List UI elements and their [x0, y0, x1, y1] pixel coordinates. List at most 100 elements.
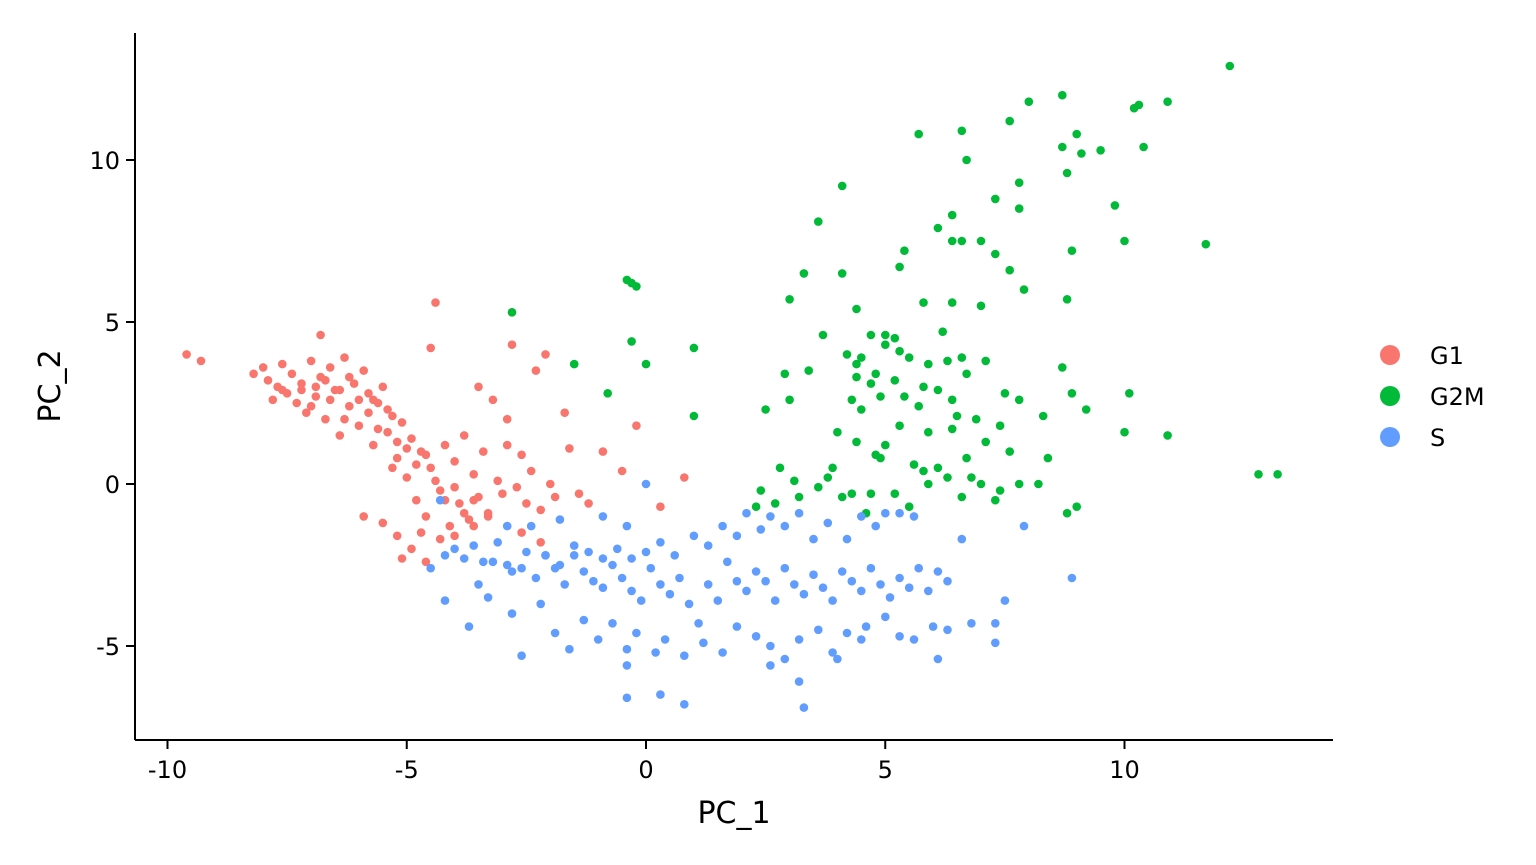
data-point [1254, 470, 1263, 479]
data-point [794, 635, 804, 644]
data-point [536, 505, 545, 515]
data-point [507, 340, 517, 350]
x-axis-ticks: -10 -5 0 5 10 [148, 740, 1140, 784]
data-point [531, 573, 541, 583]
data-point [517, 528, 526, 537]
data-point [847, 489, 857, 499]
data-point [1273, 470, 1282, 479]
data-point [617, 466, 627, 476]
data-point [354, 395, 364, 405]
data-point [828, 648, 837, 657]
data-point [378, 518, 388, 528]
data-point [536, 538, 545, 547]
data-point [785, 295, 794, 304]
data-point [546, 479, 555, 489]
data-point [895, 573, 904, 583]
data-point [876, 580, 885, 589]
data-point [857, 512, 866, 521]
data-point [560, 580, 569, 589]
data-point [579, 567, 589, 576]
data-point [881, 508, 890, 518]
data-point [593, 635, 603, 644]
data-point [565, 644, 574, 654]
data-point [407, 434, 416, 443]
data-point [1096, 146, 1105, 155]
data-point [770, 596, 780, 605]
data-point [842, 628, 852, 638]
data-point [196, 356, 206, 366]
data-point [670, 551, 679, 560]
data-point [493, 538, 503, 547]
legend-key-g1 [1380, 345, 1400, 365]
data-point [1163, 431, 1172, 440]
data-point [809, 534, 818, 544]
data-point [809, 570, 818, 579]
data-point [680, 700, 689, 709]
data-point [967, 619, 976, 628]
data-point [340, 353, 349, 362]
data-point [622, 521, 632, 531]
data-point [876, 453, 885, 463]
data-point [761, 576, 770, 586]
data-point [636, 596, 646, 605]
data-point [881, 330, 890, 340]
data-point [522, 499, 531, 508]
data-point [459, 554, 469, 563]
data-point [622, 661, 632, 670]
data-point [182, 350, 191, 359]
data-point [718, 648, 727, 657]
data-point [627, 278, 636, 288]
data-point [1000, 596, 1010, 605]
data-point [924, 359, 933, 369]
data-point [852, 359, 861, 369]
x-tick-label: -5 [395, 756, 419, 784]
data-point [412, 460, 421, 469]
data-point [455, 499, 464, 508]
data-point [632, 628, 641, 638]
data-point [909, 460, 919, 469]
data-point [1005, 116, 1014, 126]
data-point [526, 521, 536, 531]
data-point [919, 382, 928, 392]
data-point [550, 628, 560, 638]
data-point [479, 557, 488, 567]
data-point [359, 512, 369, 521]
data-point [569, 551, 579, 560]
data-point [904, 502, 914, 512]
data-point [703, 541, 713, 550]
data-point [517, 563, 526, 573]
data-point [321, 414, 330, 424]
data-point [1019, 521, 1029, 531]
data-point [431, 298, 440, 307]
data-point [967, 473, 976, 482]
data-point [440, 551, 450, 560]
data-point [397, 554, 407, 563]
data-point [943, 356, 952, 366]
data-point [388, 463, 397, 473]
data-point [675, 573, 684, 583]
data-point [995, 486, 1005, 495]
x-tick-label: 5 [878, 756, 893, 784]
data-point [522, 547, 531, 557]
data-point [603, 389, 612, 398]
data-point [1014, 479, 1024, 489]
data-point [560, 408, 569, 418]
data-point [632, 421, 641, 431]
data-point [541, 551, 550, 560]
data-point [914, 401, 923, 411]
data-point [373, 424, 383, 434]
data-point [421, 450, 431, 460]
data-point [421, 512, 431, 521]
data-point [814, 217, 823, 226]
data-point [991, 495, 1000, 505]
data-point [852, 437, 861, 447]
data-point [924, 427, 933, 437]
data-point [622, 693, 632, 703]
y-axis-title: PC_2 [33, 349, 68, 422]
data-point [598, 554, 608, 563]
data-point [732, 576, 742, 586]
data-point [598, 512, 608, 521]
data-point [369, 440, 378, 450]
data-point [297, 379, 306, 388]
data-point [837, 181, 847, 191]
